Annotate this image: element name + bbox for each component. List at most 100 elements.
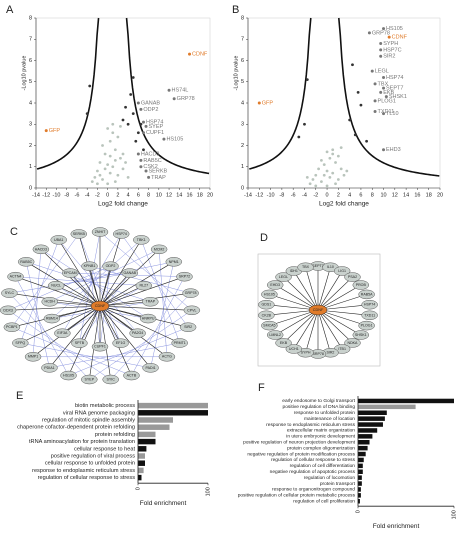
network-node <box>50 235 67 245</box>
node-label: NDKA <box>347 341 358 345</box>
x-tick-label: -8 <box>64 192 69 198</box>
network-node <box>261 289 278 300</box>
network-edge <box>89 266 101 307</box>
network-node <box>3 322 21 332</box>
labeled-point <box>382 27 386 31</box>
point-label: TRAP <box>151 175 166 181</box>
data-point <box>348 118 352 122</box>
data-point <box>106 182 110 186</box>
node-label: TBK1 <box>137 238 146 242</box>
bar <box>138 410 208 416</box>
x-tick-label: -2 <box>313 192 318 198</box>
y-tick-label: 0 <box>241 185 244 191</box>
data-point <box>356 90 360 94</box>
bar <box>138 460 145 466</box>
data-point <box>103 152 107 156</box>
node-label: HS105 <box>63 373 74 377</box>
network-edge <box>49 249 160 302</box>
network-edge <box>49 305 101 369</box>
point-label: GRP78 <box>372 30 390 36</box>
bar <box>358 410 387 415</box>
plot-area <box>247 17 441 189</box>
point-label: LEGL <box>375 69 389 75</box>
node-label: HS105 <box>264 292 275 296</box>
labeled-point <box>373 99 377 103</box>
node-label: SPTB <box>75 341 85 345</box>
threshold-curve <box>36 17 100 170</box>
point-label: HS74L <box>172 88 189 94</box>
network-node <box>285 344 303 354</box>
network-edge <box>317 284 361 311</box>
bar <box>358 422 383 427</box>
labeled-point <box>139 158 143 162</box>
labeled-point <box>379 54 383 58</box>
x-tick-label: -10 <box>267 192 275 198</box>
x-axis-label: Fold enrichment <box>373 523 420 530</box>
node-label: ODP2 <box>106 264 116 268</box>
x-tick-label: -4 <box>85 192 90 198</box>
data-point <box>311 178 315 181</box>
network-edge <box>283 276 319 311</box>
network-edge <box>110 292 191 380</box>
data-point <box>96 169 99 173</box>
panel-letter: E <box>16 390 23 402</box>
data-point <box>322 173 326 177</box>
category-label: extracellular matrix organization <box>287 428 355 434</box>
node-label: PDIA1 <box>44 366 54 370</box>
category-label: regulation of cell differentiation <box>290 463 356 469</box>
network-node <box>165 257 183 267</box>
point-label: GFP <box>262 100 274 106</box>
network-edge <box>317 309 331 353</box>
point-label: HSP7C <box>383 47 401 53</box>
network-edge <box>15 276 69 376</box>
labeled-point <box>382 76 386 79</box>
x-tick-label: 100 <box>205 487 211 496</box>
data-point <box>328 156 332 160</box>
data-point <box>111 165 115 169</box>
data-point <box>113 158 117 162</box>
network-edge <box>70 272 101 307</box>
data-point <box>108 171 112 175</box>
x-tick-label: 10 <box>156 192 162 198</box>
data-point <box>342 173 346 177</box>
x-tick-label: 0 <box>106 192 109 198</box>
bar <box>358 416 385 421</box>
labeled-point <box>382 148 386 152</box>
network-node <box>81 374 98 385</box>
network-node <box>275 338 292 348</box>
data-point <box>308 182 312 186</box>
category-label: regulation of cell proliferation <box>293 499 355 505</box>
labeled-point <box>373 110 377 113</box>
data-point <box>336 154 340 158</box>
network-node <box>358 289 375 300</box>
network-edge <box>62 305 101 334</box>
network-node <box>81 261 98 271</box>
x-tick-label: 8 <box>147 192 150 198</box>
network-node <box>41 296 58 307</box>
labeled-point <box>379 42 383 45</box>
node-label: MMP1 <box>28 355 38 359</box>
bar <box>138 438 156 445</box>
network-edge <box>58 239 101 307</box>
bar <box>138 431 156 438</box>
labeled-point <box>136 101 140 105</box>
network-edge <box>317 309 361 336</box>
node-label: ZNHIT <box>95 230 106 234</box>
category-label: negative regulation of protein modificat… <box>247 451 355 457</box>
network-edge <box>317 294 367 311</box>
data-point <box>90 180 94 184</box>
bar <box>358 428 378 433</box>
node-label: SHSK1 <box>355 333 367 337</box>
node-label: ACTG <box>162 355 172 359</box>
x-axis-label: Fold enrichment <box>140 500 187 507</box>
x-tick-label: 4 <box>127 192 130 198</box>
node-label: UCH1 <box>289 347 299 351</box>
data-point <box>106 163 110 167</box>
network-edge <box>11 326 132 376</box>
node-label: NUCL <box>51 284 61 288</box>
category-label: maintenance of location <box>304 416 355 422</box>
node-label: SIR2 <box>326 351 334 355</box>
network-edge <box>20 305 101 344</box>
node-label: EHD3 <box>270 283 280 287</box>
